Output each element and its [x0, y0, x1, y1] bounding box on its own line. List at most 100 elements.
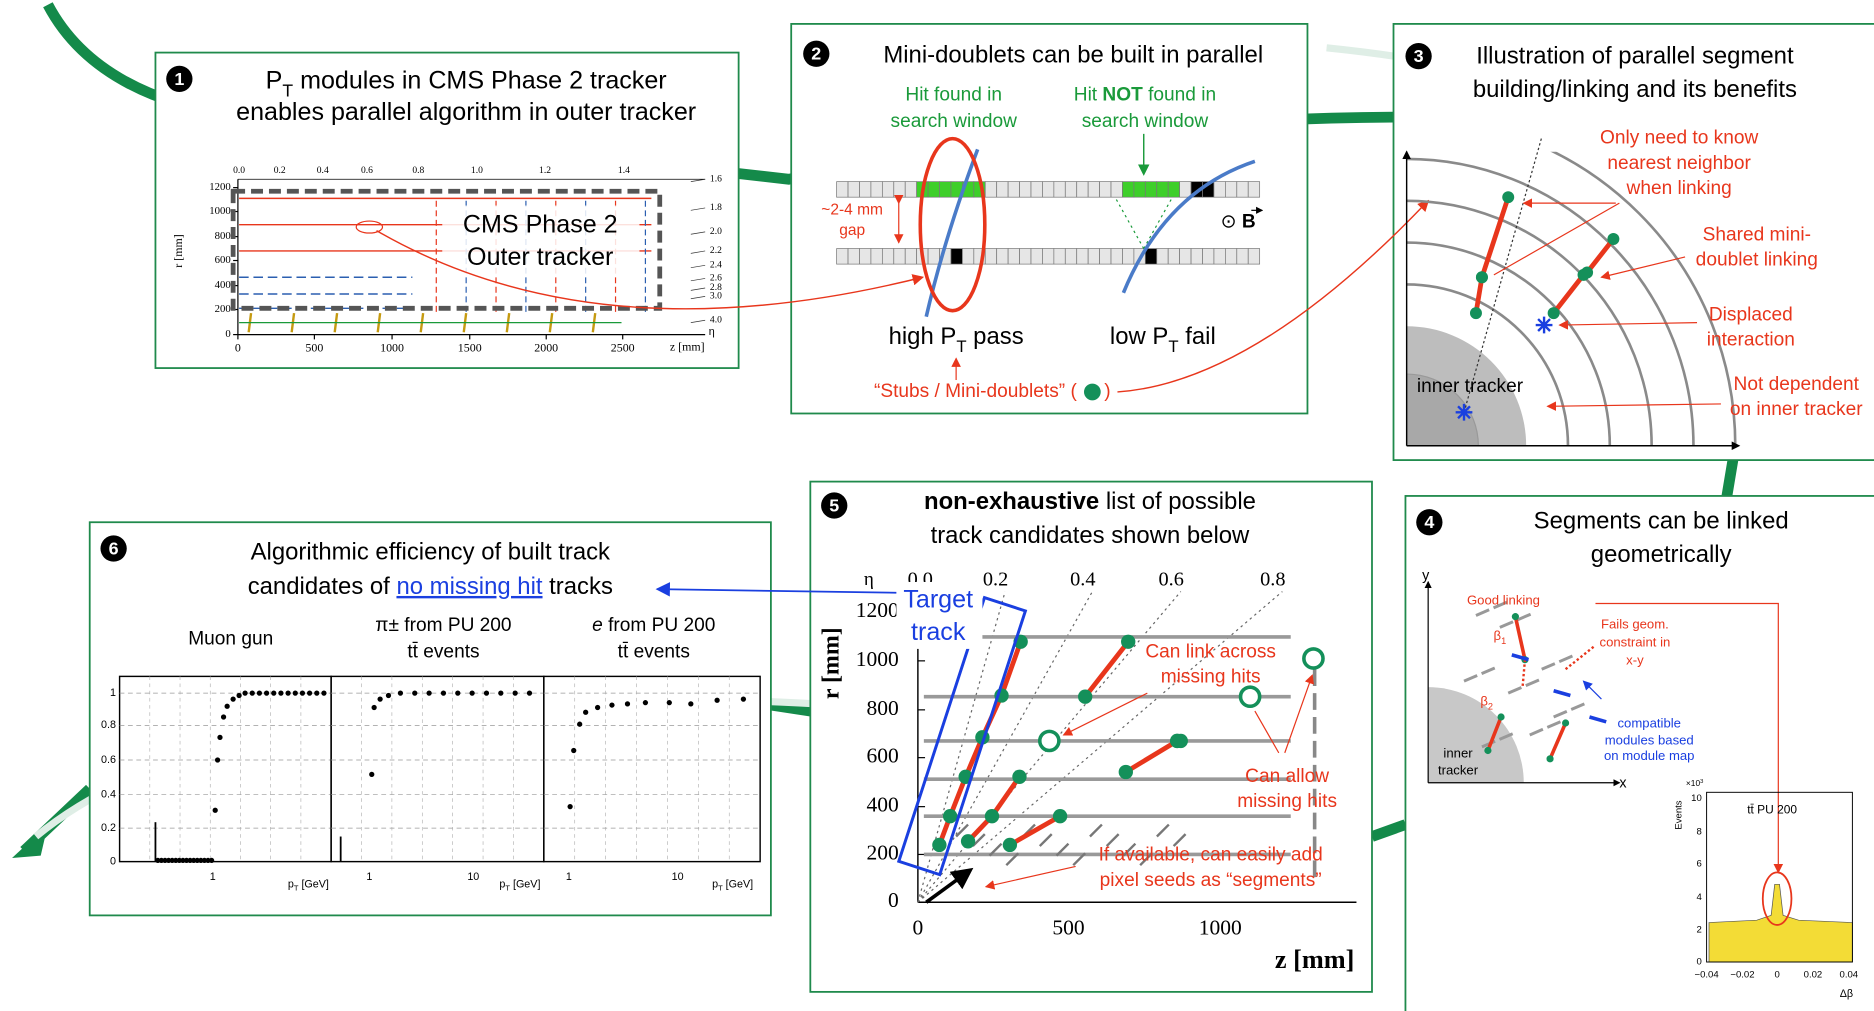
text-part: Hit	[1074, 85, 1103, 106]
pixel-cell	[1191, 249, 1202, 265]
efficiency-point	[372, 705, 377, 710]
note: nearest neighbor	[1607, 153, 1751, 174]
pixel-cell	[1031, 182, 1042, 198]
missing-hit	[1241, 687, 1260, 706]
y-tick: 6	[1697, 859, 1702, 870]
dot	[1121, 635, 1135, 649]
label: Δβ	[1840, 988, 1853, 1000]
pixel-cell	[882, 182, 893, 198]
x-tick: 0.04	[1840, 970, 1859, 981]
pixel-cell	[905, 249, 916, 265]
pixel-cell	[1157, 182, 1168, 198]
y-tick: 1	[110, 687, 116, 699]
pixel-cell	[1054, 182, 1065, 198]
pixel-cell	[848, 182, 859, 198]
dot	[1548, 307, 1560, 319]
eta-tick: 0.4	[317, 165, 329, 176]
eta-tick: 0.8	[1260, 568, 1285, 590]
text-part: high P	[889, 324, 957, 351]
pixel-cell	[1168, 182, 1179, 198]
efficiency-point	[470, 690, 475, 695]
efficiency-point	[609, 702, 614, 707]
dot	[1470, 307, 1482, 319]
eta-tick: 0.0	[233, 165, 245, 176]
pixel-cell	[837, 182, 848, 198]
dot	[932, 838, 946, 852]
body: {"panel1":{"number":"1","title":["P","T"…	[0, 0, 1874, 1011]
link[interactable]: no missing hit	[396, 573, 542, 600]
label: ⊙ B	[1221, 211, 1256, 232]
eta-tick: 0.4	[1070, 568, 1095, 590]
eta-tick: 0.2	[983, 568, 1008, 590]
dot	[961, 834, 975, 848]
text-part: B	[1242, 211, 1256, 232]
label: gap	[839, 222, 865, 239]
x-tick: 10	[467, 871, 479, 883]
label: missing hits	[1161, 667, 1261, 688]
text-part: 3	[1700, 778, 1703, 784]
r-tick: 200	[867, 840, 899, 864]
dot	[1174, 734, 1188, 748]
panel-number: 2	[811, 44, 821, 64]
text-part: [GeV]	[510, 878, 540, 890]
x-tick: 1	[210, 871, 216, 883]
label: Good linking	[1467, 593, 1540, 608]
efficiency-point	[484, 690, 489, 695]
r-tick: 200	[215, 303, 231, 315]
eta-tick: 3.0	[710, 291, 722, 302]
eta-tick: 2.2	[710, 245, 722, 256]
pixel-cell	[1248, 182, 1259, 198]
r-tick: 400	[867, 793, 899, 817]
pixel-cell	[1088, 249, 1099, 265]
pixel-cell	[1008, 182, 1019, 198]
panel-number: 1	[174, 69, 184, 89]
text-part: list of possible	[1099, 488, 1256, 515]
text-part: non-exhaustive	[924, 488, 1099, 515]
dot	[985, 809, 999, 823]
r-tick: 0	[225, 328, 230, 340]
label: tt̄ events	[618, 642, 690, 663]
pixel-cell	[1111, 249, 1122, 265]
efficiency-point	[688, 701, 693, 706]
eta-tick: 1.2	[539, 165, 551, 176]
note: when linking	[1626, 178, 1732, 199]
pixel-cell	[1157, 249, 1168, 265]
text-part: pass	[967, 324, 1024, 351]
mini-doublet-icon	[1084, 384, 1101, 401]
label: )	[1104, 381, 1110, 402]
efficiency-point	[215, 757, 220, 762]
z-tick: 1500	[458, 341, 482, 355]
efficiency-point	[236, 693, 241, 698]
pixel-cell	[1042, 249, 1053, 265]
y-tick: 0	[110, 855, 116, 867]
eta-tick: 1.8	[710, 202, 722, 213]
efficiency-point	[426, 690, 431, 695]
pixel-cell	[882, 249, 893, 265]
label: on module map	[1604, 748, 1694, 763]
label: Hit NOT found in	[1074, 85, 1216, 106]
efficiency-point	[398, 690, 403, 695]
pixel-cell	[859, 249, 870, 265]
label: search window	[1082, 111, 1209, 132]
label: compatible	[1617, 716, 1680, 731]
note: Shared mini-	[1703, 224, 1811, 245]
r-tick: 1000	[856, 647, 899, 671]
efficiency-point	[209, 858, 214, 863]
pixel-cell	[871, 182, 882, 198]
dot	[943, 809, 957, 823]
efficiency-point	[577, 722, 582, 727]
note: interaction	[1707, 330, 1795, 351]
pixel-cell	[1077, 249, 1088, 265]
pixel-cell	[1202, 249, 1213, 265]
r-tick: 600	[215, 254, 231, 266]
label: y	[1422, 568, 1430, 584]
y-tick: 10	[1691, 793, 1702, 804]
text-part: tracks	[543, 573, 613, 600]
efficiency-point	[667, 700, 672, 705]
pixel-cell	[1237, 249, 1248, 265]
text-part: 2	[1488, 702, 1493, 712]
text-part: 1	[1501, 636, 1506, 646]
dot	[1497, 713, 1504, 720]
text-part: T	[282, 80, 293, 100]
pixel-cell	[1077, 182, 1088, 198]
